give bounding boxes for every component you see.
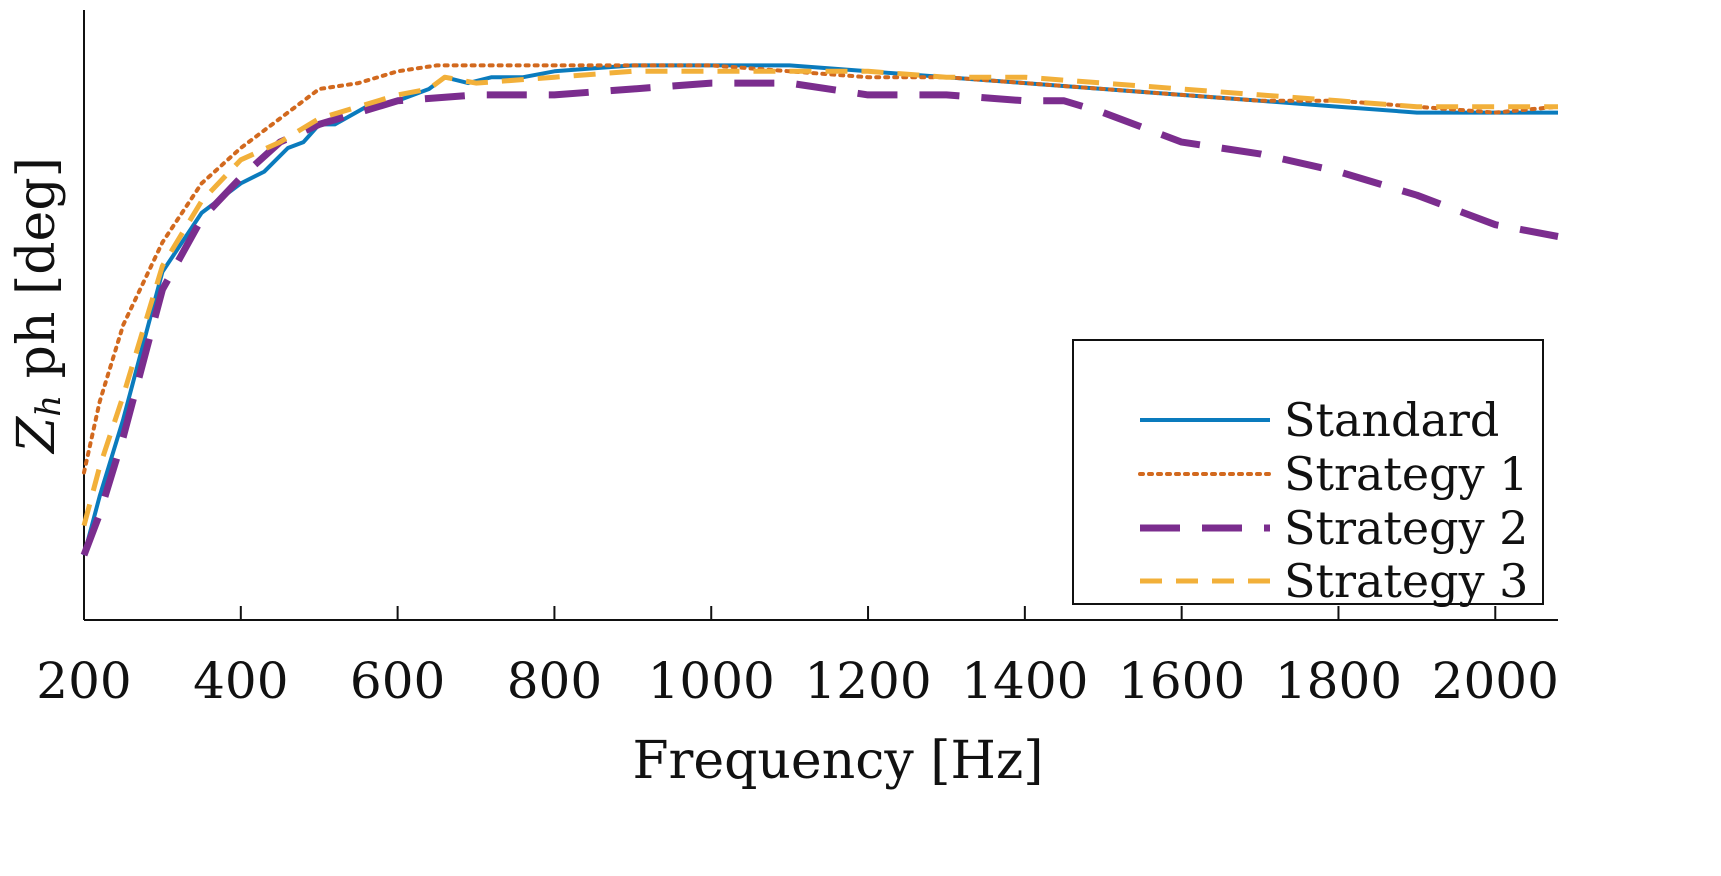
x-tick-label: 600: [350, 652, 445, 710]
y-axis-label-rest: ph [deg]: [7, 157, 67, 395]
series-line-standard: [82, 63, 1558, 556]
legend-label-strategy-3: Strategy 3: [1284, 554, 1528, 608]
x-tick-label: 200: [36, 652, 131, 710]
x-tick-label: 800: [507, 652, 602, 710]
y-axis-label-sub: h: [29, 395, 69, 417]
legend-label-strategy-2: Strategy 2: [1284, 501, 1528, 555]
y-axis-label: Zh ph [deg]: [7, 157, 69, 455]
x-tick-label: 1400: [961, 652, 1088, 710]
series-line-strategy-3: [81, 68, 1558, 527]
x-tick-label: 1200: [804, 652, 931, 710]
legend-label-standard: Standard: [1284, 393, 1499, 447]
x-tick-label: 1600: [1118, 652, 1245, 710]
x-tick-label: 1000: [648, 652, 775, 710]
x-tick-label: 2000: [1432, 652, 1559, 710]
y-axis-label-main: Z: [7, 416, 67, 455]
x-tick-label: 400: [193, 652, 288, 710]
series-line-strategy-1: [82, 63, 1560, 475]
x-ticks: 200 400 600 800 1000 1200 1400 1600 1800 2000: [36, 606, 1559, 710]
x-tick-label: 1800: [1275, 652, 1402, 710]
series-layer: [80, 63, 1560, 557]
series-line-strategy-2: [80, 79, 1559, 557]
x-axis-label: Frequency [Hz]: [632, 731, 1043, 791]
legend-label-strategy-1: Strategy 1: [1284, 447, 1528, 501]
